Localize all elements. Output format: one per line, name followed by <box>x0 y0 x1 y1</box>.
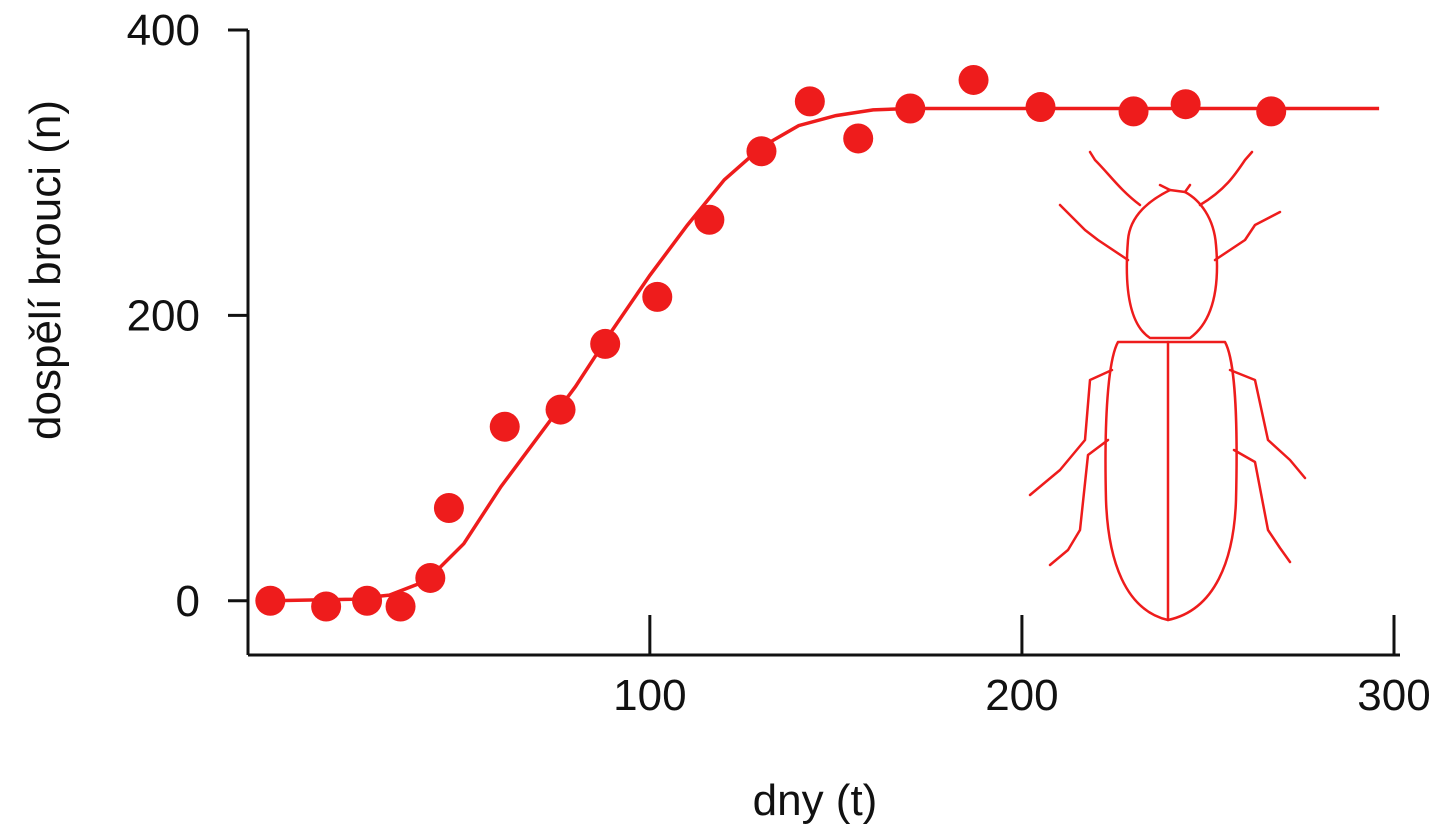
x-tick-label: 300 <box>1357 671 1430 720</box>
data-point <box>1170 89 1201 120</box>
y-axis-label: dospělí brouci (n) <box>21 100 70 440</box>
data-point <box>843 123 874 154</box>
y-tick-label: 0 <box>176 577 200 626</box>
data-point <box>746 136 777 167</box>
data-point <box>958 64 989 95</box>
data-point <box>694 204 725 235</box>
data-point <box>385 591 416 622</box>
data-point <box>642 281 673 312</box>
data-point <box>895 93 926 124</box>
data-point <box>1025 92 1056 123</box>
data-point <box>433 493 464 524</box>
data-point <box>255 585 286 616</box>
y-tick-label: 400 <box>127 6 200 55</box>
data-point <box>794 86 825 117</box>
x-axis-label: dny (t) <box>753 776 878 825</box>
beetle-illustration <box>1028 150 1307 622</box>
data-point <box>311 591 342 622</box>
x-tick-label: 100 <box>613 671 686 720</box>
y-tick-label: 200 <box>127 291 200 340</box>
data-point <box>1256 96 1287 127</box>
data-point <box>1118 96 1149 127</box>
data-point <box>590 328 621 359</box>
data-point <box>415 562 446 593</box>
fit-line <box>270 106 1380 603</box>
x-tick-label: 200 <box>985 671 1058 720</box>
data-point <box>352 585 383 616</box>
data-point <box>545 394 576 425</box>
data-point <box>489 411 520 442</box>
